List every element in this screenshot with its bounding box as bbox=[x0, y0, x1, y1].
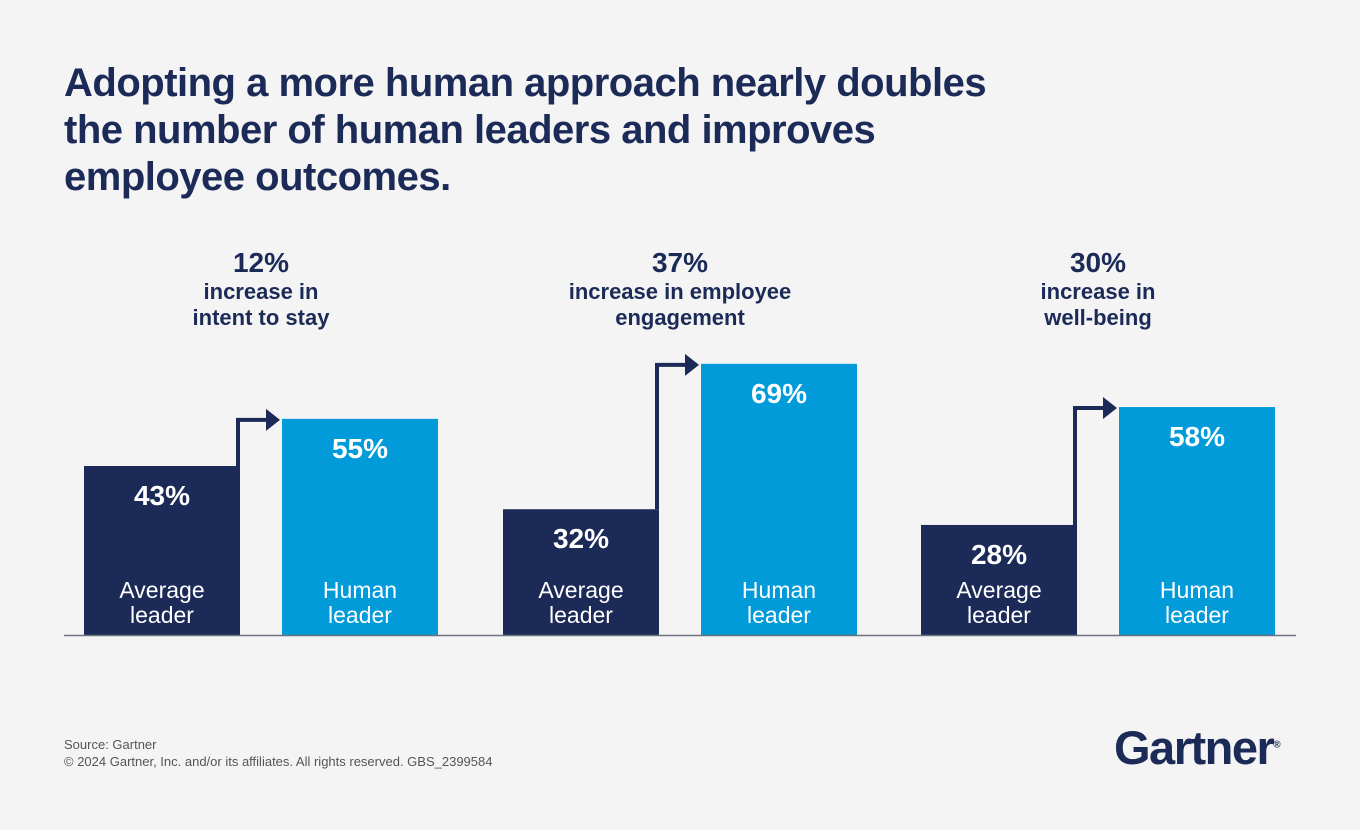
increase-value: 12% bbox=[233, 247, 289, 278]
arrowhead-icon bbox=[1103, 397, 1117, 420]
bar-category-label: Human bbox=[323, 577, 397, 603]
average-leader-bar bbox=[84, 466, 240, 635]
bar-category-label: Average bbox=[538, 577, 623, 603]
average-leader-bar bbox=[503, 509, 659, 635]
bar-category-label: Human bbox=[1160, 577, 1234, 603]
bar-category-label: leader bbox=[1165, 602, 1229, 628]
bar-category-label: Average bbox=[119, 577, 204, 603]
arrowhead-icon bbox=[685, 353, 699, 376]
copyright-note: © 2024 Gartner, Inc. and/or its affiliat… bbox=[64, 754, 493, 769]
increase-value: 30% bbox=[1070, 247, 1126, 278]
connector-arrow bbox=[655, 362, 685, 510]
bar-category-label: leader bbox=[328, 602, 392, 628]
arrowhead-icon bbox=[266, 408, 280, 431]
increase-value: 37% bbox=[652, 247, 708, 278]
bar-value-label: 58% bbox=[1169, 421, 1225, 452]
gartner-logo: Gartner® bbox=[1114, 720, 1281, 775]
connector-arrow bbox=[236, 417, 266, 467]
bar-category-label: Average bbox=[956, 577, 1041, 603]
increase-caption: well-being bbox=[1043, 305, 1152, 330]
logo-mark: ® bbox=[1273, 739, 1281, 751]
increase-caption: increase in bbox=[204, 279, 319, 304]
bar-value-label: 55% bbox=[332, 433, 388, 464]
bar-category-label: leader bbox=[967, 602, 1031, 628]
source-note: Source: Gartner bbox=[64, 737, 157, 752]
increase-caption: intent to stay bbox=[193, 305, 331, 330]
bar-value-label: 32% bbox=[553, 523, 609, 554]
chart-title: Adopting a more human approach nearly do… bbox=[64, 61, 987, 199]
bar-category-label: leader bbox=[549, 602, 613, 628]
bar-value-label: 69% bbox=[751, 378, 807, 409]
human-leader-bar bbox=[282, 418, 438, 635]
connector-arrow bbox=[1073, 406, 1103, 525]
logo-text: Gartner bbox=[1114, 721, 1275, 774]
bar-category-label: Human bbox=[742, 577, 816, 603]
increase-caption: increase in bbox=[1041, 279, 1156, 304]
bar-value-label: 28% bbox=[971, 539, 1027, 570]
human-leader-bar bbox=[701, 363, 857, 635]
bar-category-label: leader bbox=[130, 602, 194, 628]
increase-caption: increase in employee bbox=[569, 279, 792, 304]
bar-category-label: leader bbox=[747, 602, 811, 628]
increase-caption: engagement bbox=[615, 305, 745, 330]
bar-value-label: 43% bbox=[134, 480, 190, 511]
human-leader-bar bbox=[1119, 407, 1275, 635]
average-leader-bar bbox=[921, 524, 1077, 635]
